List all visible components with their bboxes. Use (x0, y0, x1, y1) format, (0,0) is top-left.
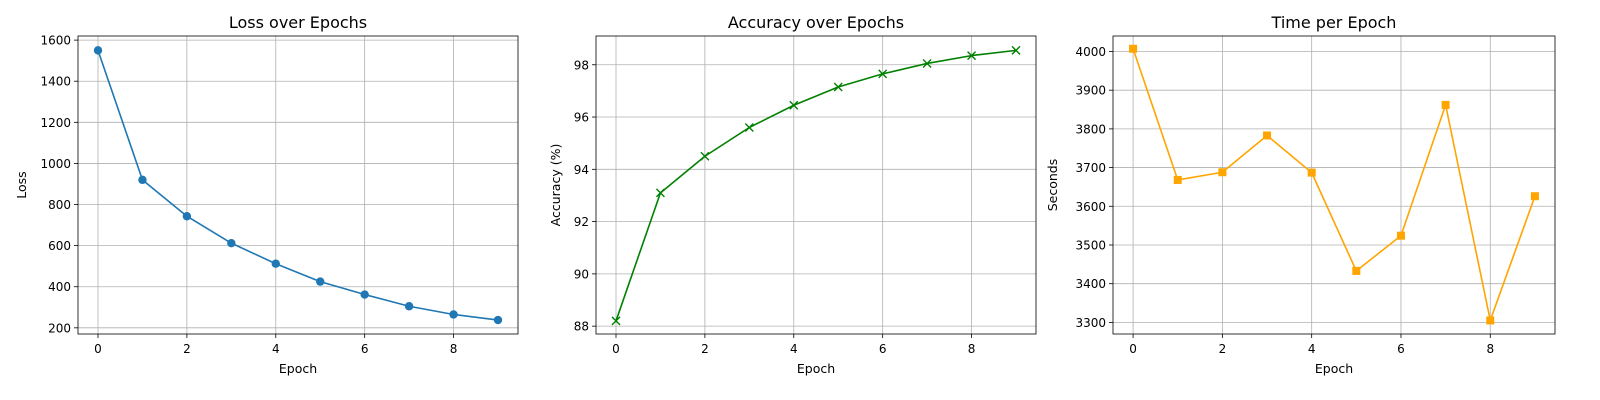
data-point (449, 310, 458, 319)
data-point (1441, 100, 1450, 109)
x-tick-label: 4 (790, 342, 798, 356)
marker-stroke (611, 316, 621, 326)
data-point (789, 100, 799, 110)
chart-title: Time per Epoch (1271, 13, 1397, 32)
marker-stroke (789, 100, 799, 110)
marker-stroke (967, 51, 977, 61)
data-point (1129, 44, 1138, 53)
data-point (833, 82, 843, 92)
data-point (922, 58, 932, 68)
chart-title: Accuracy over Epochs (728, 13, 904, 32)
data-point (655, 188, 665, 198)
data-point (1486, 316, 1495, 325)
x-tick-label: 2 (183, 342, 191, 356)
data-point (182, 212, 192, 221)
marker-stroke (833, 82, 843, 92)
y-tick-label: 90 (574, 267, 589, 281)
x-tick-label: 2 (1219, 342, 1227, 356)
x-axis-label: Epoch (1315, 361, 1353, 376)
x-axis-label: Epoch (797, 361, 835, 376)
x-tick-label: 2 (701, 342, 709, 356)
marker-stroke (878, 69, 888, 79)
chart-title: Loss over Epochs (229, 13, 367, 32)
marker-stroke (700, 151, 710, 161)
x-tick-label: 8 (1486, 342, 1494, 356)
data-point (1011, 45, 1021, 55)
y-tick-label: 94 (574, 163, 589, 177)
y-tick-label: 3500 (1075, 238, 1106, 252)
data-point (1396, 231, 1405, 240)
y-tick-label: 200 (48, 321, 71, 335)
y-axis-label: Loss (14, 171, 29, 198)
y-tick-label: 96 (574, 111, 589, 125)
y-tick-label: 1600 (40, 34, 71, 48)
y-tick-label: 3700 (1075, 161, 1106, 175)
y-tick-label: 400 (48, 280, 71, 294)
y-tick-label: 1200 (40, 116, 71, 130)
series-line (97, 50, 499, 321)
x-tick-label: 4 (1308, 342, 1316, 356)
y-tick-label: 4000 (1075, 45, 1106, 59)
y-tick-label: 1000 (40, 157, 71, 171)
x-tick-label: 4 (272, 342, 280, 356)
series-line (1132, 48, 1536, 322)
axes-frame (1112, 35, 1556, 335)
marker-stroke (655, 188, 665, 198)
axes-frame (77, 35, 519, 335)
x-axis-label: Epoch (279, 361, 317, 376)
data-point (967, 51, 977, 61)
y-tick-label: 3800 (1075, 122, 1106, 136)
series-line (615, 49, 1017, 322)
y-tick-label: 88 (574, 320, 589, 334)
data-point (360, 290, 369, 299)
y-tick-label: 98 (574, 58, 589, 72)
chart-panel-0: 0 2 4 6 8 200 400 600 800 1000 1200 1400 1600 Loss ov… (14, 13, 519, 376)
y-axis-label: Accuracy (%) (548, 144, 563, 227)
data-point (1263, 131, 1272, 140)
x-tick-label: 0 (612, 342, 620, 356)
data-point (227, 238, 236, 248)
data-point (744, 122, 754, 132)
y-tick-label: 800 (48, 198, 71, 212)
data-point (493, 315, 503, 325)
data-point (271, 259, 280, 268)
x-tick-label: 8 (968, 342, 976, 356)
data-point (1352, 266, 1361, 275)
x-tick-label: 6 (879, 342, 887, 356)
x-tick-label: 8 (450, 342, 458, 356)
y-tick-label: 3600 (1075, 200, 1106, 214)
data-point (1218, 168, 1227, 177)
y-tick-label: 600 (48, 239, 71, 253)
x-tick-label: 6 (1397, 342, 1405, 356)
x-tick-label: 0 (1129, 342, 1137, 356)
data-point (138, 175, 147, 185)
y-tick-label: 3300 (1075, 316, 1106, 330)
data-point (93, 46, 103, 55)
data-point (316, 277, 325, 286)
x-tick-label: 0 (94, 342, 102, 356)
data-point (611, 316, 621, 326)
data-point (878, 69, 888, 79)
data-point (1173, 175, 1182, 184)
chart-panel-2: 0 2 4 6 8 3300 3400 3500 3600 3700 3800 3900 4000 Tim… (1045, 13, 1556, 376)
y-tick-label: 1400 (40, 75, 71, 89)
axes-frame (595, 35, 1037, 335)
x-tick-label: 6 (361, 342, 369, 356)
data-point (700, 151, 710, 161)
marker-stroke (1011, 45, 1021, 55)
marker-stroke (922, 58, 932, 68)
y-axis-label: Seconds (1045, 159, 1060, 212)
y-tick-label: 3400 (1075, 277, 1106, 291)
data-point (1307, 168, 1316, 177)
marker-stroke (744, 122, 754, 132)
data-point (404, 302, 414, 311)
data-point (1530, 192, 1539, 201)
y-tick-label: 3900 (1075, 84, 1106, 98)
y-tick-label: 92 (574, 215, 589, 229)
